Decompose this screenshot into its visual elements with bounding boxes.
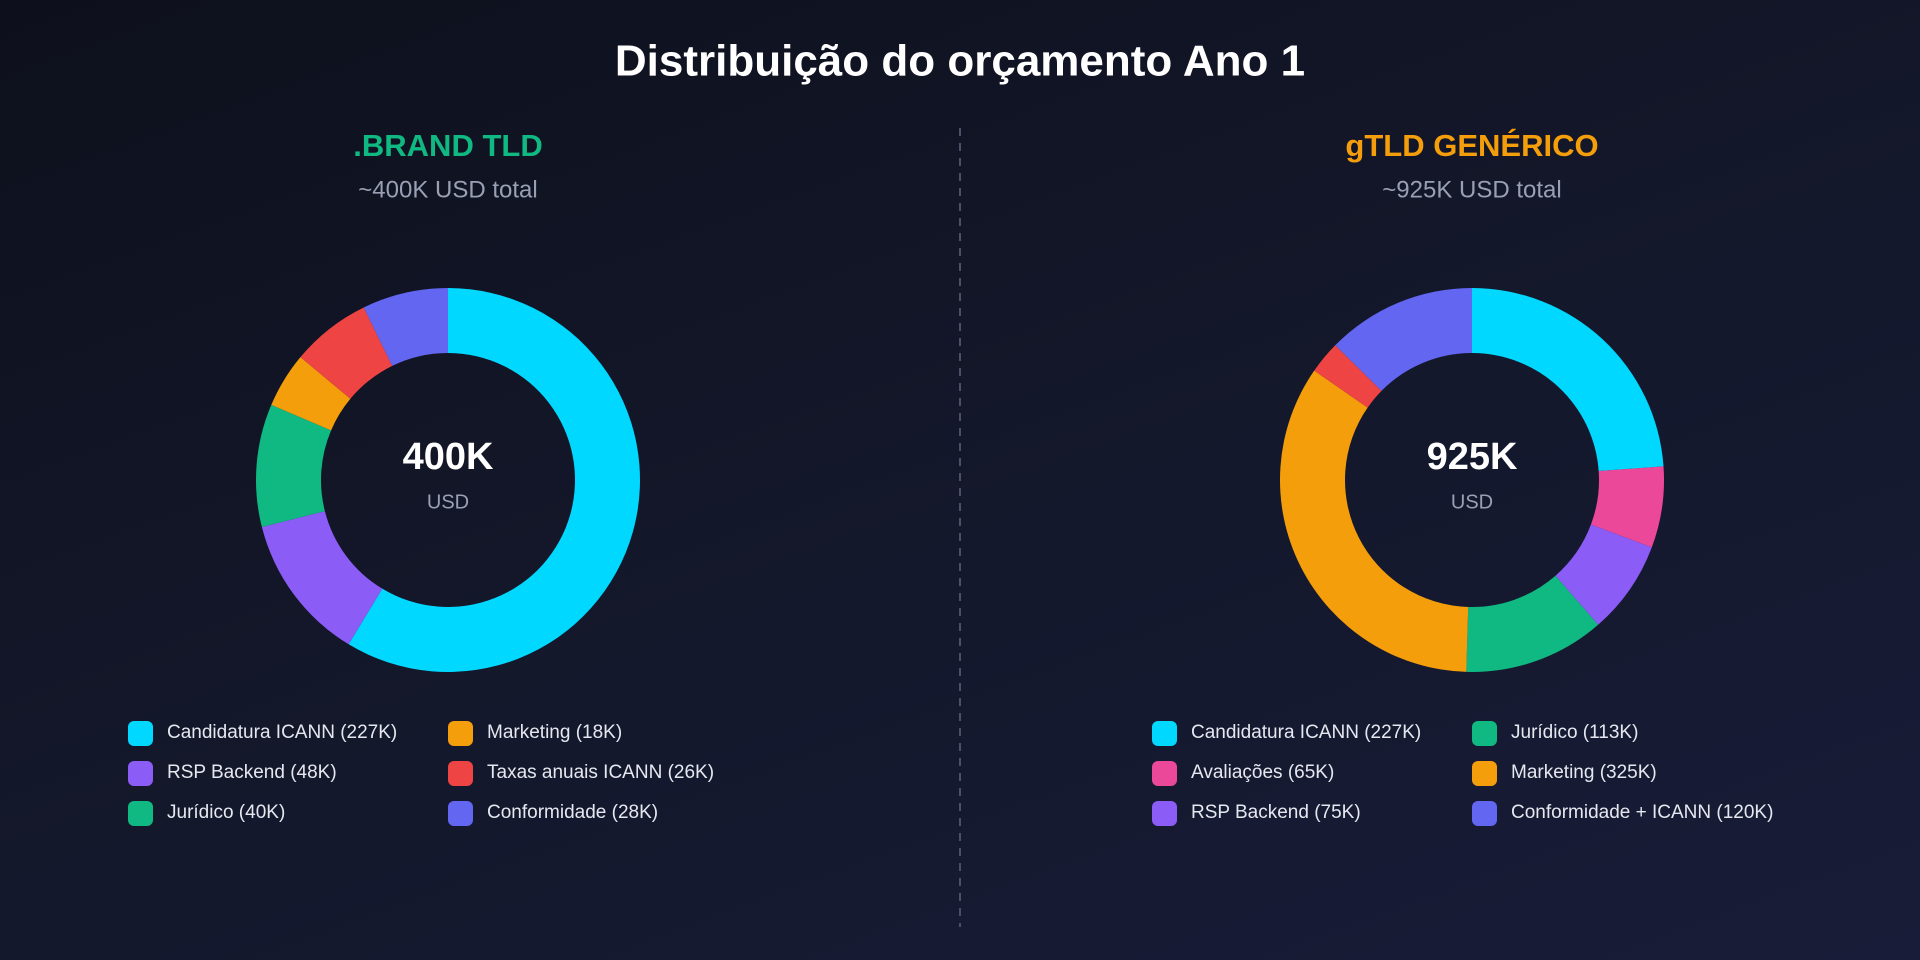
center-value: 925K	[1427, 436, 1518, 478]
legend-label: Candidatura ICANN (227K)	[1191, 722, 1421, 743]
donut-slice	[1472, 288, 1664, 471]
legend-label: Jurídico (113K)	[1511, 722, 1638, 743]
legend-label: Jurídico (40K)	[167, 802, 285, 823]
legend-swatch	[128, 721, 153, 746]
donut-slice	[261, 511, 383, 645]
donut-slice	[300, 307, 393, 399]
donut-slice	[1466, 575, 1599, 673]
chart-title: .BRAND TLD	[353, 128, 542, 163]
legend-label: Marketing (325K)	[1511, 762, 1657, 783]
legend-label: RSP Backend (48K)	[167, 762, 337, 783]
donut-slice	[1314, 345, 1382, 408]
legend-swatch	[1152, 801, 1177, 826]
center-unit: USD	[1451, 491, 1493, 513]
legend-swatch	[448, 761, 473, 786]
donut-slice	[348, 288, 640, 672]
legend-swatch	[1152, 761, 1177, 786]
legend-swatch	[128, 801, 153, 826]
legend-label: Conformidade + ICANN (120K)	[1511, 802, 1773, 823]
legend-label: Conformidade (28K)	[487, 802, 658, 823]
legend-label: Marketing (18K)	[487, 722, 622, 743]
donut-slice	[1335, 288, 1472, 391]
legend-swatch	[128, 761, 153, 786]
chart-title: gTLD GENÉRICO	[1345, 128, 1598, 163]
donut-slice	[1590, 466, 1665, 548]
center-value: 400K	[403, 436, 494, 478]
donut-slice	[1280, 370, 1469, 672]
donut-slice	[1555, 524, 1652, 625]
donut-slice	[256, 404, 332, 528]
legend-swatch	[448, 721, 473, 746]
legend-label: Candidatura ICANN (227K)	[167, 722, 397, 743]
legend-swatch	[1472, 801, 1497, 826]
legend-label: RSP Backend (75K)	[1191, 802, 1361, 823]
legend-label: Avaliações (65K)	[1191, 762, 1334, 783]
legend-swatch	[448, 801, 473, 826]
donut-slice	[271, 357, 351, 431]
chart-subtitle: ~400K USD total	[358, 176, 537, 203]
chart-subtitle: ~925K USD total	[1382, 176, 1561, 203]
legend-swatch	[1472, 721, 1497, 746]
page-title: Distribuição do orçamento Ano 1	[615, 37, 1305, 86]
donut-slice	[363, 288, 448, 366]
legend-swatch	[1472, 761, 1497, 786]
legend-label: Taxas anuais ICANN (26K)	[487, 762, 714, 783]
center-unit: USD	[427, 491, 469, 513]
legend-swatch	[1152, 721, 1177, 746]
